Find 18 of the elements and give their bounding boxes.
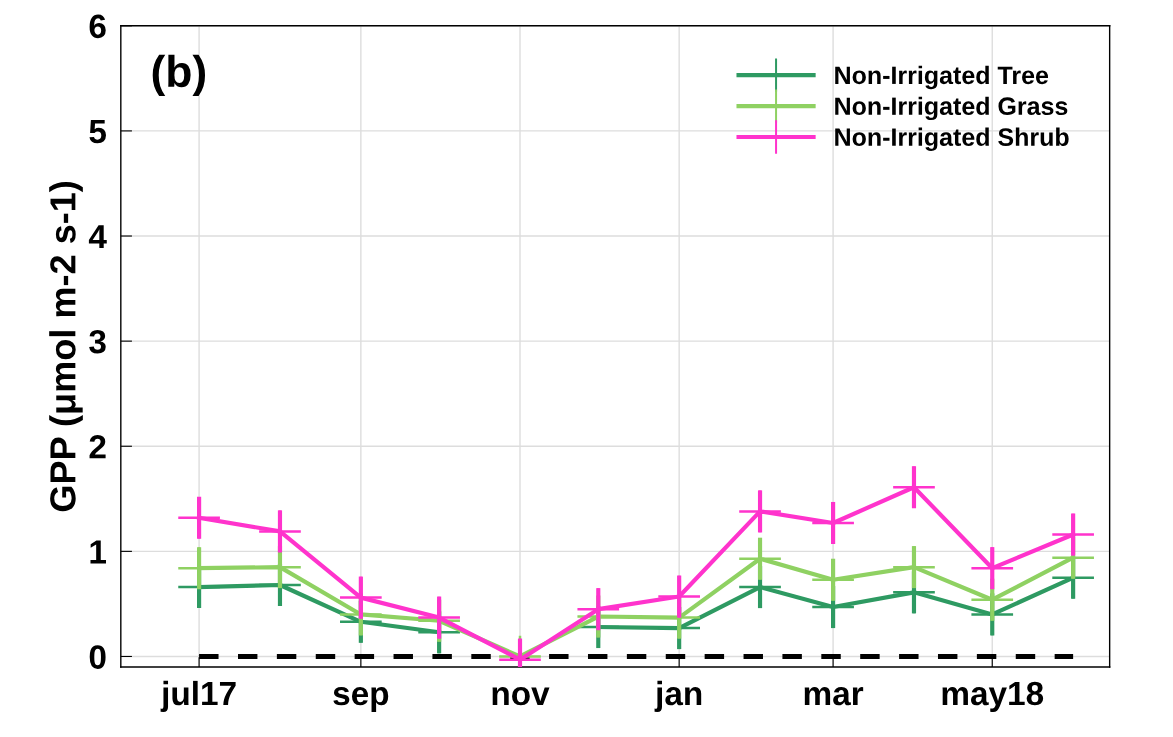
y-tick-label: 6 — [89, 14, 106, 39]
x-tick-label: sep — [333, 687, 389, 712]
y-tick-label: 4 — [88, 225, 107, 249]
legend-label: Non-Irrigated Tree — [835, 65, 1049, 90]
x-tick-label: mar — [804, 687, 864, 706]
x-tick-label: jul17 — [160, 680, 236, 712]
x-tick-label: jan — [654, 680, 702, 712]
y-tick-label: 2 — [89, 435, 106, 459]
legend-label: Non-Irrigated Shrub — [835, 127, 1069, 152]
legend-label: Non-Irrigated Grass — [835, 96, 1068, 121]
y-tick-label: 1 — [90, 540, 106, 564]
y-tick-label: 3 — [89, 329, 106, 354]
y-tick-label: 0 — [89, 645, 106, 669]
annotation: (b) — [152, 54, 206, 97]
y-tick-label: 5 — [89, 120, 106, 144]
x-tick-label: may18 — [942, 681, 1044, 712]
y-axis-title: GPP (μmol m-2 s-1) — [49, 181, 83, 512]
x-tick-label: nov — [492, 687, 550, 706]
